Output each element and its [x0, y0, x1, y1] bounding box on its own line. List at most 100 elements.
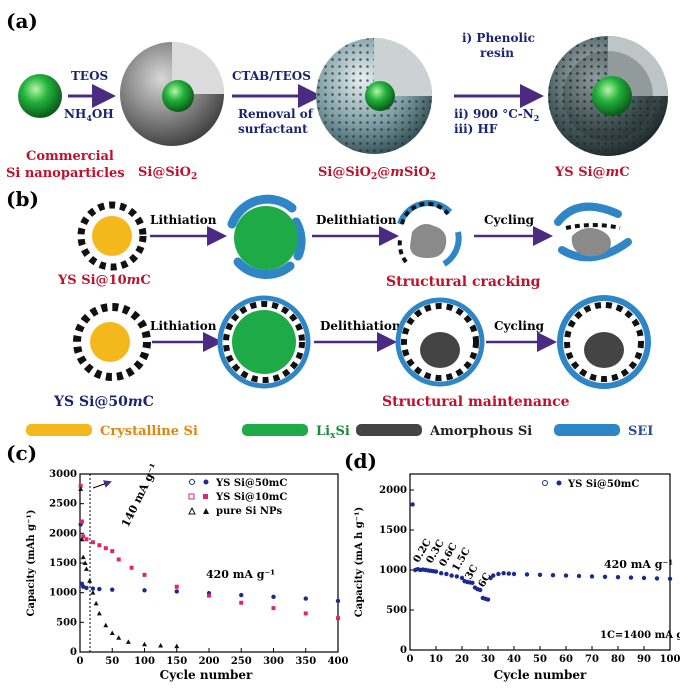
- caption-si-nanoparticles: Si nanoparticles: [6, 166, 125, 181]
- arrow-2-top: CTAB/TEOS: [232, 69, 311, 83]
- data-point: [641, 575, 647, 581]
- y-tick-label: 2000: [49, 528, 77, 539]
- arrow-3-bottom-1: ii) 900 °C-N2: [454, 107, 539, 123]
- y-tick-label: 500: [56, 617, 77, 628]
- x-tick-label: 0: [77, 656, 84, 667]
- arrow-3-top-2: resin: [480, 46, 514, 60]
- caption-si-sio2-msio2: Si@SiO2@mSiO2: [318, 165, 436, 182]
- panel-c: (c) 0 50 100 150 200 250 300 350 400 0 500 1000 1500…: [6, 441, 348, 682]
- data-point: [563, 573, 569, 578]
- data-point: [84, 537, 89, 542]
- row2-delithiated: [395, 297, 485, 387]
- data-point: [336, 616, 340, 621]
- data-point: [501, 571, 506, 576]
- y-tick-label: 3000: [49, 469, 77, 480]
- x-tick-label: 100: [134, 656, 155, 667]
- data-point: [174, 643, 180, 649]
- data-point: [80, 554, 86, 560]
- caption-commercial: Commercial: [26, 149, 114, 164]
- data-point: [449, 573, 454, 578]
- data-point: [87, 578, 93, 583]
- arrow-3-top-1: i) Phenolic: [462, 31, 535, 45]
- y-tick-label: 0: [400, 645, 407, 656]
- legend-d-open: [542, 480, 548, 486]
- x-tick-label: 80: [611, 654, 625, 665]
- data-point: [470, 580, 475, 585]
- data-point: [90, 586, 96, 591]
- legend-swatch-crystalline: [26, 424, 92, 436]
- data-point: [491, 573, 496, 578]
- y-tick-label: 2500: [49, 499, 77, 510]
- si-sio2-particle: [120, 42, 224, 146]
- x-tick-label: 300: [263, 656, 284, 667]
- data-point: [576, 573, 582, 579]
- chart-c-frame: [79, 473, 339, 653]
- x-tick-label: 90: [637, 654, 651, 665]
- arrow-2-bottom-2: surfactant: [238, 122, 308, 136]
- legend-c-open-2: [188, 493, 195, 500]
- legend-c-label-1: YS Si@50mC: [215, 478, 287, 489]
- data-point: [103, 546, 108, 551]
- data-point: [79, 519, 84, 524]
- legend-sei: SEI: [628, 424, 653, 439]
- panel-a-label: (a): [6, 9, 38, 33]
- si-sio2-msio2-particle: [316, 38, 432, 154]
- data-point: [82, 560, 88, 565]
- data-point: [103, 622, 109, 628]
- data-point: [589, 574, 595, 579]
- arrow-3-bottom-2: iii) HF: [454, 122, 498, 136]
- data-point: [90, 540, 95, 545]
- arrow-1-top: TEOS: [71, 69, 108, 83]
- y-tick-label: 1000: [379, 565, 407, 576]
- data-point: [207, 593, 211, 598]
- data-point: [96, 610, 102, 616]
- row2-pristine: [73, 303, 151, 381]
- panel-d: (d) 0 10 20 30 40 50 60 70 80 90 10005001000150020…: [344, 449, 680, 682]
- chart-c-xlabel: Cycle number: [160, 668, 253, 682]
- chart-d-legend: YS Si@50mC: [542, 479, 639, 490]
- data-point: [93, 600, 99, 606]
- panel-d-label: (d): [344, 449, 377, 473]
- chart-c-legend: YS Si@50mC YS Si@10mC pure Si NPs: [188, 478, 287, 517]
- panel-b-label: (b): [6, 187, 39, 211]
- x-tick-label: 50: [533, 654, 547, 665]
- row2-name: YS Si@50mC: [53, 394, 154, 410]
- row2-cycled: [557, 295, 651, 389]
- legend-c-label-3: pure Si NPs: [216, 506, 283, 517]
- data-point: [654, 576, 660, 581]
- data-point: [537, 572, 543, 577]
- y-tick-label: 1000: [49, 588, 77, 599]
- x-tick-label: 250: [231, 656, 252, 667]
- chart-c-rate-top: 140 mA g⁻¹: [119, 461, 161, 529]
- data-point: [303, 611, 308, 616]
- row2-step-3: Cycling: [494, 319, 545, 333]
- data-point: [97, 543, 102, 548]
- legend-amorphous: Amorphous Si: [429, 424, 532, 439]
- y-tick-label: 2000: [379, 485, 407, 496]
- row1-result: Structural cracking: [386, 274, 541, 290]
- legend-lixsi: LixSi: [316, 424, 350, 441]
- arrow-2-bottom-1: Removal of: [238, 107, 314, 121]
- x-tick-label: 70: [585, 654, 599, 665]
- data-point: [602, 574, 608, 579]
- y-tick-label: 1500: [379, 525, 407, 536]
- data-point: [550, 573, 556, 578]
- y-tick-label: 1500: [49, 558, 77, 569]
- data-point: [335, 598, 341, 604]
- legend-swatch-lixsi: [242, 424, 308, 436]
- si-nanoparticle: [18, 74, 62, 118]
- y-tick-label: 0: [70, 647, 77, 658]
- data-point: [116, 635, 122, 640]
- data-point: [78, 486, 84, 491]
- data-point: [615, 575, 621, 580]
- x-tick-label: 40: [507, 654, 521, 665]
- legend-c-fill-3: [203, 508, 209, 514]
- chart-d-xlabel: Cycle number: [494, 668, 587, 682]
- x-tick-label: 350: [295, 656, 316, 667]
- data-point: [110, 587, 115, 592]
- x-tick-label: 10: [429, 654, 443, 665]
- data-point: [125, 639, 131, 644]
- legend-c-fill-1: [203, 479, 209, 485]
- data-point: [496, 571, 501, 577]
